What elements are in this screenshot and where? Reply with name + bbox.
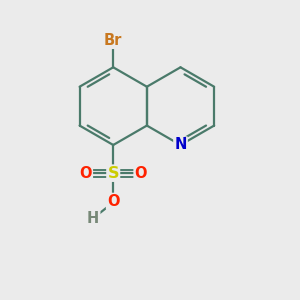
Text: Br: Br [104, 33, 122, 48]
Text: S: S [107, 166, 119, 181]
Text: O: O [80, 166, 92, 181]
Text: H: H [87, 212, 99, 226]
Text: N: N [174, 137, 187, 152]
Text: O: O [107, 194, 119, 209]
Text: O: O [134, 166, 147, 181]
